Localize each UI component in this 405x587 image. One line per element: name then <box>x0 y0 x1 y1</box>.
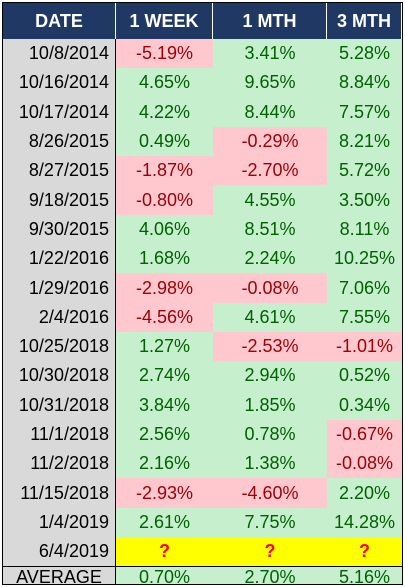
row-date: 10/25/2018 <box>3 331 116 362</box>
cell-1-mth: 0.78% <box>213 419 327 450</box>
cell-1-week: -2.98% <box>116 273 213 303</box>
cell-3-mth: 5.72% <box>327 156 402 186</box>
cell-1-week: 2.56% <box>116 419 213 450</box>
cell-1-week: 1.68% <box>116 244 213 274</box>
row-date: 9/18/2015 <box>3 185 116 215</box>
cell-1-week: -0.80% <box>116 185 213 215</box>
row-date: 10/17/2014 <box>3 97 116 127</box>
cell-3-mth: 5.28% <box>327 39 402 69</box>
cell-3-mth: 7.57% <box>327 97 402 127</box>
pending-3-mth: ? <box>327 537 402 567</box>
cell-1-week: 4.22% <box>116 97 213 127</box>
cell-1-week: -5.19% <box>116 39 213 69</box>
row-date: 10/31/2018 <box>3 390 116 420</box>
cell-1-mth: 4.61% <box>213 302 327 332</box>
cell-1-mth: 2.94% <box>213 361 327 391</box>
cell-3-mth: 0.52% <box>327 361 402 391</box>
header-3-mth: 3 MTH <box>327 3 402 39</box>
cell-1-mth: -2.53% <box>213 331 327 362</box>
cell-1-week: 2.61% <box>116 507 213 538</box>
row-date: 11/2/2018 <box>3 449 116 479</box>
cell-1-week: 3.84% <box>116 390 213 420</box>
cell-1-week: -1.87% <box>116 156 213 186</box>
cell-1-mth: 2.24% <box>213 244 327 274</box>
cell-3-mth: 10.25% <box>327 244 402 274</box>
cell-1-mth: -2.70% <box>213 156 327 186</box>
cell-1-week: 4.06% <box>116 214 213 245</box>
cell-3-mth: -0.08% <box>327 449 402 479</box>
row-date: 1/29/2016 <box>3 273 116 303</box>
average-3-mth: 5.16% <box>327 566 402 584</box>
cell-3-mth: 0.34% <box>327 390 402 420</box>
cell-3-mth: 7.06% <box>327 273 402 303</box>
pending-1-mth: ? <box>213 537 327 567</box>
cell-1-mth: 4.55% <box>213 185 327 215</box>
cell-1-week: -4.56% <box>116 302 213 332</box>
cell-1-mth: 8.44% <box>213 97 327 127</box>
cell-1-mth: 1.38% <box>213 449 327 479</box>
row-date: 11/15/2018 <box>3 478 116 508</box>
row-date: 11/1/2018 <box>3 419 116 450</box>
row-date: 1/4/2019 <box>3 507 116 538</box>
cell-1-week: 2.16% <box>116 449 213 479</box>
row-date: 10/16/2014 <box>3 68 116 98</box>
row-date: 10/8/2014 <box>3 39 116 69</box>
average-label: AVERAGE <box>3 566 116 584</box>
cell-3-mth: -0.67% <box>327 419 402 450</box>
cell-1-mth: 3.41% <box>213 39 327 69</box>
cell-3-mth: -1.01% <box>327 331 402 362</box>
cell-1-mth: -0.29% <box>213 126 327 157</box>
row-date: 8/27/2015 <box>3 156 116 186</box>
cell-1-mth: 7.75% <box>213 507 327 538</box>
row-date: 8/26/2015 <box>3 126 116 157</box>
row-date: 9/30/2015 <box>3 214 116 245</box>
cell-3-mth: 14.28% <box>327 507 402 538</box>
cell-3-mth: 8.84% <box>327 68 402 98</box>
pending-date: 6/4/2019 <box>3 537 116 567</box>
average-1-mth: 2.70% <box>213 566 327 584</box>
row-date: 2/4/2016 <box>3 302 116 332</box>
cell-1-mth: 9.65% <box>213 68 327 98</box>
cell-1-mth: -0.08% <box>213 273 327 303</box>
cell-1-mth: -4.60% <box>213 478 327 508</box>
cell-1-week: 1.27% <box>116 331 213 362</box>
cell-1-week: 4.65% <box>116 68 213 98</box>
header-date: DATE <box>3 3 116 39</box>
row-date: 1/22/2016 <box>3 244 116 274</box>
average-1-week: 0.70% <box>116 566 213 584</box>
pending-1-week: ? <box>116 537 213 567</box>
cell-3-mth: 8.11% <box>327 214 402 245</box>
cell-3-mth: 2.20% <box>327 478 402 508</box>
cell-1-week: 0.49% <box>116 126 213 157</box>
cell-1-week: 2.74% <box>116 361 213 391</box>
cell-3-mth: 3.50% <box>327 185 402 215</box>
cell-3-mth: 7.55% <box>327 302 402 332</box>
cell-1-week: -2.93% <box>116 478 213 508</box>
cell-1-mth: 8.51% <box>213 214 327 245</box>
header-1-mth: 1 MTH <box>213 3 327 39</box>
row-date: 10/30/2018 <box>3 361 116 391</box>
header-1-week: 1 WEEK <box>116 3 213 39</box>
cell-1-mth: 1.85% <box>213 390 327 420</box>
cell-3-mth: 8.21% <box>327 126 402 157</box>
